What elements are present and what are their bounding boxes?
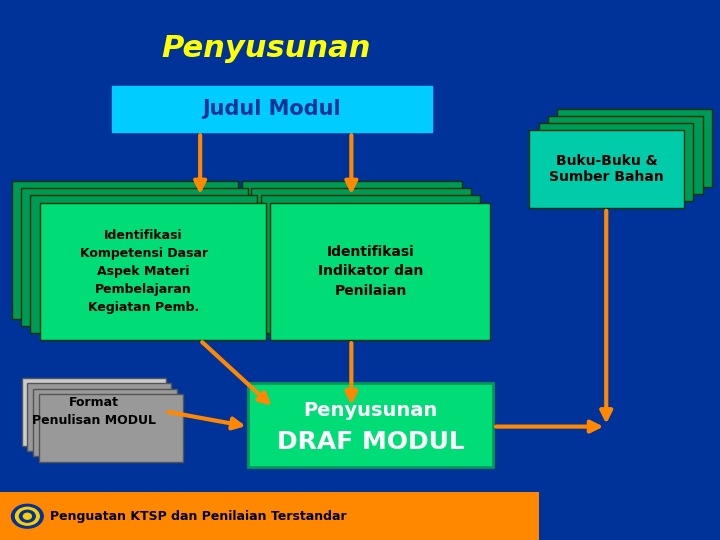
FancyBboxPatch shape [261,195,480,333]
FancyBboxPatch shape [251,188,471,326]
FancyBboxPatch shape [40,202,266,340]
FancyBboxPatch shape [0,492,539,540]
FancyBboxPatch shape [30,195,257,333]
FancyBboxPatch shape [270,202,490,340]
Circle shape [16,508,40,525]
Text: Penyusunan: Penyusunan [304,401,438,420]
Text: DRAF MODUL: DRAF MODUL [277,430,464,454]
FancyBboxPatch shape [242,181,462,319]
Text: Buku-Buku &
Sumber Bahan: Buku-Buku & Sumber Bahan [549,154,664,184]
Text: WIZ: WIZ [238,217,482,323]
FancyBboxPatch shape [12,181,238,319]
Circle shape [23,513,32,519]
FancyBboxPatch shape [22,378,166,446]
Circle shape [19,510,35,522]
FancyBboxPatch shape [539,123,693,201]
Text: Penyusunan: Penyusunan [162,34,371,63]
Circle shape [12,504,43,528]
Text: Penguatan KTSP dan Penilaian Terstandar: Penguatan KTSP dan Penilaian Terstandar [50,510,347,523]
Text: Identifikasi
Kompetensi Dasar
Aspek Materi
Pembelajaran
Kegiatan Pemb.: Identifikasi Kompetensi Dasar Aspek Mate… [80,229,207,314]
Text: Format
Penulisan MODUL: Format Penulisan MODUL [32,396,156,427]
FancyBboxPatch shape [548,116,703,194]
FancyBboxPatch shape [248,383,493,467]
Text: Identifikasi
Indikator dan
Penilaian: Identifikasi Indikator dan Penilaian [318,245,423,298]
FancyBboxPatch shape [529,130,684,208]
FancyBboxPatch shape [112,86,432,132]
Text: Judul Modul: Judul Modul [202,99,341,119]
FancyBboxPatch shape [21,188,248,326]
FancyBboxPatch shape [33,389,177,456]
FancyBboxPatch shape [27,383,171,451]
FancyBboxPatch shape [39,394,183,462]
FancyBboxPatch shape [557,109,712,187]
